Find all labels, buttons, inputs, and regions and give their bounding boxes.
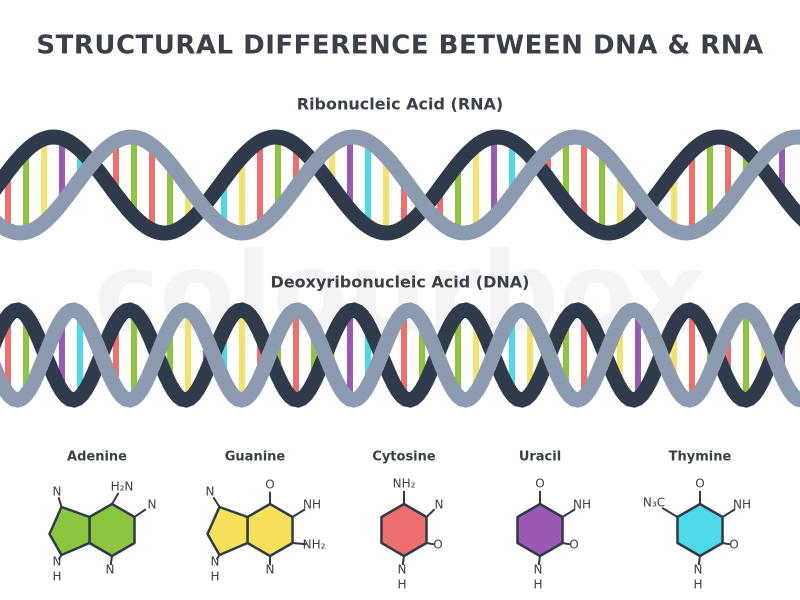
ring bbox=[48, 505, 91, 557]
atom-label: O bbox=[535, 477, 544, 491]
rna-label: Ribonucleic Acid (RNA) bbox=[297, 95, 503, 114]
ring bbox=[380, 502, 428, 558]
ring bbox=[516, 502, 564, 558]
atom-label: NH₂ bbox=[303, 538, 326, 552]
atom-label: N bbox=[206, 485, 215, 499]
dna-helix bbox=[0, 302, 800, 408]
front-strand bbox=[0, 302, 800, 408]
bond bbox=[401, 555, 405, 566]
bond bbox=[661, 507, 678, 518]
rna-helix bbox=[0, 129, 800, 241]
atom-label: N bbox=[694, 563, 703, 577]
bond bbox=[291, 508, 306, 518]
molecule-name: Cytosine bbox=[372, 450, 436, 465]
atom-label: O bbox=[729, 538, 738, 552]
front-strand bbox=[0, 129, 800, 241]
ring bbox=[676, 502, 724, 558]
molecule-name: Thymine bbox=[669, 450, 732, 465]
bond bbox=[425, 508, 436, 518]
atom-label: O bbox=[695, 477, 704, 491]
atom-label: NH₂ bbox=[393, 477, 416, 491]
atom-label: N bbox=[435, 498, 444, 512]
molecule-name: Guanine bbox=[225, 450, 286, 465]
bond bbox=[111, 492, 120, 505]
ring bbox=[206, 505, 249, 557]
atom-label: H bbox=[693, 578, 702, 592]
atom-label: N bbox=[534, 563, 543, 577]
bond bbox=[697, 555, 701, 566]
dna-label: Deoxyribonucleic Acid (DNA) bbox=[271, 273, 530, 292]
atom-label: N bbox=[148, 498, 157, 512]
atom-label: H bbox=[397, 578, 406, 592]
bond bbox=[561, 508, 576, 518]
molecule-name: Adenine bbox=[67, 450, 127, 465]
atom-label: NH bbox=[303, 498, 321, 512]
bond bbox=[722, 542, 731, 546]
back-strand bbox=[0, 129, 800, 241]
bond bbox=[292, 542, 307, 546]
atom-label: N bbox=[398, 563, 407, 577]
molecule-name: Uracil bbox=[519, 450, 561, 465]
atom-label: NH bbox=[733, 498, 751, 512]
atom-label: NH bbox=[573, 498, 591, 512]
bond bbox=[537, 555, 541, 566]
back-strand bbox=[0, 302, 800, 408]
title: STRUCTURAL DIFFERENCE BETWEEN DNA & RNA bbox=[36, 31, 763, 61]
bond bbox=[562, 542, 571, 546]
atom-label: N bbox=[53, 485, 62, 499]
atom-label: H bbox=[52, 570, 61, 584]
atom-label: N bbox=[53, 555, 62, 569]
bond bbox=[721, 508, 736, 518]
ring bbox=[88, 502, 136, 558]
bond bbox=[426, 542, 435, 546]
atom-label: N bbox=[211, 555, 220, 569]
bond bbox=[57, 496, 63, 508]
atom-label: O bbox=[265, 478, 274, 492]
atom-label: H bbox=[533, 578, 542, 592]
atom-label: N bbox=[106, 563, 115, 577]
bond bbox=[212, 496, 221, 508]
atom-label: N₃C bbox=[643, 496, 665, 510]
atom-label: O bbox=[569, 538, 578, 552]
atom-label: O bbox=[433, 538, 442, 552]
bond bbox=[133, 508, 147, 518]
bond bbox=[109, 555, 113, 566]
atom-label: H bbox=[210, 570, 219, 584]
atom-label: H₂N bbox=[111, 480, 134, 494]
ring bbox=[246, 502, 294, 558]
atom-label: N bbox=[266, 563, 275, 577]
